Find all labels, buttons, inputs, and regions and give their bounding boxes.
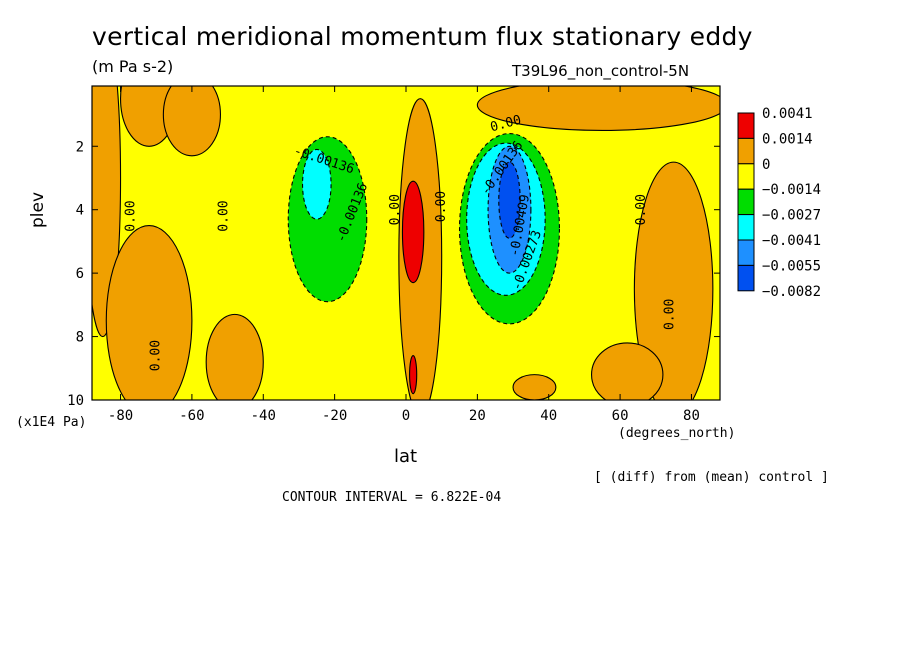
colorbar-label: −0.0041: [762, 233, 821, 249]
contour-label: 0.00: [663, 299, 678, 330]
colorbar-label: −0.0082: [762, 284, 821, 300]
colorbar-label: 0.0014: [762, 131, 813, 147]
contour-label: 0.00: [149, 340, 164, 371]
y-tick-label: 8: [76, 330, 84, 346]
x-tick-label: 0: [402, 408, 410, 424]
x-tick-label: 60: [612, 408, 629, 424]
colorbar: 0.0041 0.0014 0 −0.0014 −0.0027 −0.0041 −0.005…: [737, 106, 821, 300]
y-tick-label: 4: [76, 203, 84, 219]
field-region-pos_low: [633, 161, 714, 400]
colorbar-swatch: [737, 137, 755, 165]
run-label: T39L96_non_control-5N: [512, 62, 690, 80]
field-region-pos_high: [409, 355, 418, 395]
colorbar-swatch: [737, 239, 755, 266]
field-layer: [92, 86, 720, 400]
colorbar-swatch: [737, 112, 755, 139]
colorbar-label: 0.0041: [762, 106, 813, 122]
contour-label: 0.00: [388, 194, 403, 225]
y-tick-label: 6: [76, 266, 84, 282]
x-tick-label: -40: [251, 408, 276, 424]
field-region-pos_low: [105, 225, 193, 400]
y-tick-label: 2: [76, 139, 84, 155]
x-tick-label: -80: [108, 408, 133, 424]
contour-interval: CONTOUR INTERVAL = 6.822E-04: [282, 490, 502, 505]
colorbar-label: 0: [762, 157, 770, 173]
colorbar-label: −0.0014: [762, 182, 821, 198]
field-region-neg2: [301, 148, 332, 220]
field-region-pos_low: [205, 313, 264, 400]
diff-note: [ (diff) from (mean) control ]: [594, 470, 829, 485]
contour-label: 0.00: [434, 191, 449, 222]
x-tick-label: 40: [540, 408, 557, 424]
x-tick-label: 80: [683, 408, 700, 424]
x-tick-label: -20: [322, 408, 347, 424]
contour-label: 0.00: [634, 194, 649, 225]
y-tick-label: 10: [67, 393, 84, 409]
y-axis-units: (x1E4 Pa): [16, 415, 87, 430]
x-axis-units: (degrees_north): [618, 426, 736, 441]
field-region-pos_low: [162, 86, 221, 157]
chart-units: (m Pa s-2): [92, 57, 174, 76]
colorbar-label: −0.0055: [762, 258, 821, 274]
chart-title: vertical meridional momentum flux statio…: [92, 22, 753, 51]
colorbar-swatch: [737, 163, 755, 190]
colorbar-swatch: [737, 264, 755, 292]
colorbar-label: −0.0027: [762, 208, 821, 224]
colorbar-swatch: [737, 188, 755, 216]
field-region-pos_low: [591, 342, 664, 400]
x-tick-label: 20: [469, 408, 486, 424]
field-region-pos_high: [401, 180, 425, 284]
contour-label: 0.00: [217, 200, 232, 231]
field-region-pos_low: [512, 374, 557, 400]
x-axis-label: lat: [394, 446, 418, 467]
contour-label: 0.00: [124, 200, 139, 231]
colorbar-swatch: [737, 214, 755, 241]
x-tick-label: -60: [179, 408, 204, 424]
axis-layer: -80 -60 -40 -20 0 20 40 60 80 2 4 6 8 10: [67, 86, 720, 424]
field-region-pos_low: [476, 86, 720, 131]
field-region-neg4: [498, 161, 521, 239]
